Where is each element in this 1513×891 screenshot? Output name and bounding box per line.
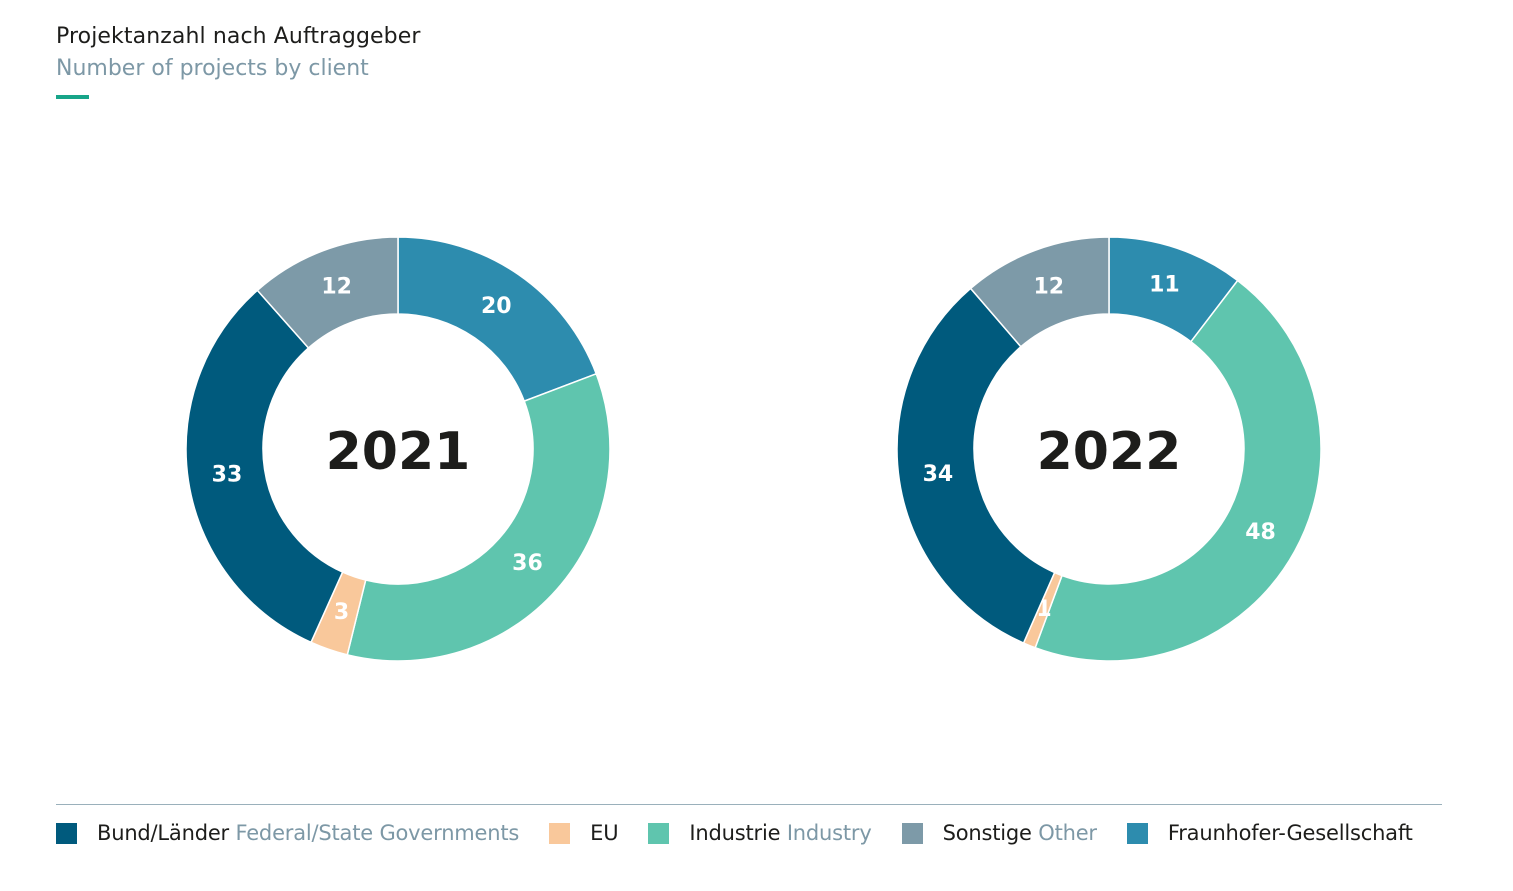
legend-label: Industrie Industry	[689, 821, 872, 845]
legend-swatch	[648, 822, 670, 844]
legend-divider	[56, 804, 1442, 805]
legend: Bund/Länder Federal/State Governments EU…	[56, 818, 1443, 848]
slice-value-label: 36	[512, 551, 543, 576]
legend-item-industrie: Industrie Industry	[648, 821, 872, 845]
legend-label: Bund/Länder Federal/State Governments	[97, 821, 520, 845]
donut-center-year: 2022	[1037, 422, 1182, 482]
legend-item-eu: EU	[549, 821, 619, 845]
legend-label: EU	[590, 821, 619, 845]
slice-value-label: 12	[1033, 274, 1064, 299]
legend-label: Fraunhofer-Gesellschaft	[1167, 821, 1413, 845]
slice-industrie-industry	[1034, 279, 1322, 662]
slice-sonstige-other	[969, 236, 1110, 348]
legend-swatch	[549, 822, 571, 844]
donut-center-year: 2021	[326, 422, 471, 482]
slice-bund-l-nder-federal-state-governments	[185, 289, 344, 644]
slice-industrie-industry	[346, 372, 611, 662]
slice-value-label: 48	[1245, 520, 1276, 545]
slice-value-label: 12	[321, 275, 352, 300]
legend-label: Sonstige Other	[942, 821, 1097, 845]
legend-item-fraunhofer: Fraunhofer-Gesellschaft	[1126, 821, 1413, 845]
legend-swatch	[56, 822, 77, 844]
slice-value-label: 11	[1149, 273, 1180, 298]
slice-bund-l-nder-federal-state-governments	[896, 287, 1056, 645]
slice-value-label: 20	[481, 294, 512, 319]
legend-swatch	[901, 822, 923, 844]
slice-value-label: 34	[923, 462, 954, 487]
legend-item-bund-laender: Bund/Länder Federal/State Governments	[56, 821, 519, 845]
chart-subtitle: Number of projects by client	[56, 56, 369, 81]
legend-item-sonstige: Sonstige Other	[901, 821, 1097, 845]
title-accent-rule	[56, 95, 89, 99]
chart-title: Projektanzahl nach Auftraggeber	[56, 24, 421, 49]
chart-header: Projektanzahl nach Auftraggeber Number o…	[56, 22, 421, 99]
slice-value-label: 33	[212, 463, 243, 488]
slice-value-label: 3	[334, 600, 349, 625]
slice-sonstige-other	[256, 236, 399, 350]
slice-fraunhofer-gesellschaft	[397, 236, 598, 403]
legend-swatch	[1126, 822, 1148, 844]
